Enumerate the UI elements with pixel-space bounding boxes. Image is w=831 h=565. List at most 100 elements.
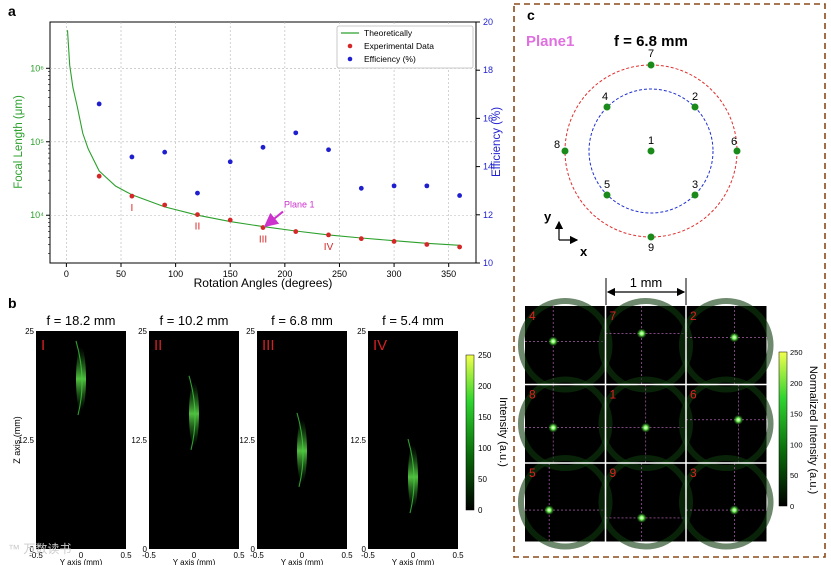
y2-tick-label: 14	[483, 162, 493, 172]
axes-indicator: y x	[544, 209, 588, 259]
z-axis-label: Z axis (mm)	[12, 416, 22, 464]
efficiency-point	[227, 159, 233, 165]
diffraction-ring	[598, 376, 694, 472]
colorbar-c: 250 200 150 100 50 0 Normalized Intensity (a.u…	[778, 348, 819, 511]
diffraction-ring	[517, 454, 613, 550]
z-tick-label: 12.5	[131, 436, 147, 445]
beam-glow	[297, 418, 307, 483]
point-marker	[647, 147, 655, 155]
focal-spot	[729, 332, 740, 343]
z-tick-label: 25	[246, 327, 255, 336]
y-tick-label: -0.5	[29, 551, 43, 560]
colorbar-tick: 50	[478, 475, 487, 484]
experimental-point	[358, 236, 364, 242]
y-tick-label: -0.5	[250, 551, 264, 560]
legend: Theoretically Experimental Data Efficien…	[336, 25, 474, 69]
focal-spot	[548, 422, 559, 433]
colorbar-c-label: Normalized Intensity (a.u.)	[807, 366, 819, 494]
point-marker	[733, 147, 741, 155]
legend-efficiency: Efficiency (%)	[364, 54, 416, 64]
plot-title: f = 5.4 mm	[382, 313, 444, 328]
legend-experimental: Experimental Data	[364, 41, 434, 51]
y-axis-label: Y axis (mm)	[60, 558, 103, 565]
cell-label: 5	[529, 466, 536, 480]
experimental-point	[391, 239, 397, 244]
x-tick-label: 200	[277, 269, 292, 279]
y-tick-label: -0.5	[142, 551, 156, 560]
efficiency-point	[129, 154, 135, 160]
chart-a: 0 50 100 150 200 250 300 350 10⁴ 10⁵ 10⁶ 10 12 14 16…	[13, 17, 503, 290]
z-tick-label: 25	[138, 327, 147, 336]
axis-y-label: y	[544, 209, 552, 224]
cell-label: 7	[610, 309, 617, 323]
panel-c-frame	[513, 3, 826, 558]
plot-title: f = 6.8 mm	[271, 313, 333, 328]
colorbar-c-tick: 150	[790, 410, 803, 419]
y2-tick-label: 16	[483, 113, 493, 123]
cell-label: 9	[610, 466, 617, 480]
intensity-grid: 4 7 2 8 1 6 5 9 3	[517, 297, 774, 550]
beam-trace	[188, 375, 196, 450]
colorbar-c-tick: 250	[790, 348, 803, 357]
z-tick-label: 12.5	[18, 436, 34, 445]
experimental-point	[195, 212, 200, 218]
experimental-point	[293, 229, 299, 234]
efficiency-point	[162, 149, 168, 155]
efficiency-point	[424, 183, 430, 189]
focal-spot	[636, 512, 647, 523]
intensity-map	[368, 331, 458, 549]
colorbar-tick: 150	[478, 413, 492, 422]
roman-label: I	[41, 337, 45, 354]
cell-label: 4	[529, 309, 536, 323]
x-ticks: 0 50 100 150 200 250 300 350	[64, 263, 456, 279]
y-axis-label: Y axis (mm)	[281, 558, 324, 565]
colorbar-tick: 0	[478, 506, 483, 515]
focal-label: f = 6.8 mm	[614, 33, 688, 50]
scale-bar: 1 mm	[605, 275, 687, 305]
experimental-point	[326, 232, 331, 238]
point-label: 2	[692, 91, 698, 103]
focal-spot	[548, 336, 559, 347]
cell-label: 3	[690, 466, 697, 480]
inner-circle	[588, 88, 714, 214]
experimental-point	[424, 242, 430, 247]
y2-tick-label: 18	[483, 65, 493, 75]
roman-label: IV	[373, 337, 387, 354]
x-tick-label: 250	[332, 269, 347, 279]
annotation-roman: III	[259, 235, 267, 246]
point-marker	[647, 61, 655, 69]
annotation-roman: IV	[324, 242, 334, 253]
colorbar-tick: 100	[478, 444, 492, 453]
point-label: 8	[554, 139, 560, 151]
beam-trace	[75, 340, 83, 416]
y-tick-label: 10⁶	[30, 63, 44, 73]
y2-tick-label: 12	[483, 210, 493, 220]
y-tick-label: 0	[192, 551, 197, 560]
efficiency-point	[391, 183, 397, 189]
z-tick-label: 0	[251, 545, 256, 554]
x-tick-label: 100	[168, 269, 183, 279]
colorbar-c-tick: 100	[790, 440, 803, 449]
point-label: 9	[648, 242, 654, 254]
cell-label: 1	[610, 388, 617, 402]
colorbar-b	[465, 354, 475, 511]
z-tick-label: 0	[30, 545, 35, 554]
point-label: 1	[648, 135, 654, 147]
efficiency-point	[457, 193, 463, 198]
x-axis-label: Rotation Angles (degrees)	[194, 276, 333, 290]
y-tick-label: 0	[79, 551, 84, 560]
y-axis-label: Y axis (mm)	[392, 558, 435, 565]
x-tick-label: 350	[441, 269, 456, 279]
y-tick-label: 0	[300, 551, 305, 560]
focal-spot	[733, 414, 744, 425]
x-tick-label: 0	[64, 269, 69, 279]
point-marker	[647, 233, 655, 241]
z-tick-label: 25	[357, 327, 366, 336]
point-label: 6	[731, 136, 737, 148]
y2-ticks: 10 12 14 16 18 20	[476, 17, 493, 268]
colorbar-label: Intensity (a.u.)	[497, 397, 509, 467]
efficiency-point	[326, 147, 331, 153]
focal-spot	[636, 328, 647, 339]
